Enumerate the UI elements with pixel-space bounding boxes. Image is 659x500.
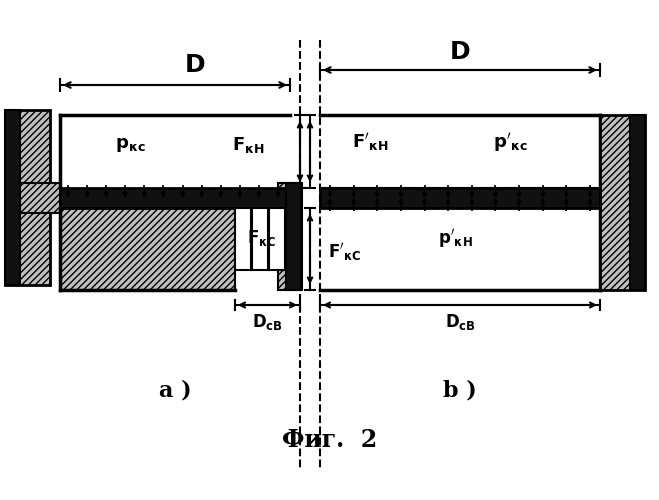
Text: a ): a )	[159, 379, 191, 401]
Text: $\mathbf{D}$: $\mathbf{D}$	[185, 53, 206, 77]
Bar	[286, 183, 301, 290]
Bar	[278, 183, 302, 290]
Text: b ): b )	[443, 379, 477, 401]
Text: $\mathbf{F'_{\kappa H}}$: $\mathbf{F'_{\kappa H}}$	[351, 131, 388, 153]
Text: $\mathbf{F_{\kappa C}}$: $\mathbf{F_{\kappa C}}$	[247, 228, 277, 248]
Bar	[235, 208, 251, 270]
Bar	[269, 208, 285, 270]
Text: $\mathbf{p_{\kappa c}}$: $\mathbf{p_{\kappa c}}$	[115, 136, 146, 154]
Text: Фиг.  2: Фиг. 2	[282, 428, 378, 452]
Text: $\mathbf{D_{cB}}$: $\mathbf{D_{cB}}$	[252, 312, 283, 332]
Text: $\mathbf{p'_{\kappa c}}$: $\mathbf{p'_{\kappa c}}$	[493, 130, 527, 154]
Bar	[60, 208, 235, 290]
Text: $\mathbf{D_{cB}}$: $\mathbf{D_{cB}}$	[445, 312, 476, 332]
Bar	[20, 183, 60, 213]
Bar	[320, 188, 600, 208]
Bar	[630, 115, 645, 290]
Text: $\mathbf{F_{\kappa H}}$: $\mathbf{F_{\kappa H}}$	[232, 135, 264, 155]
Bar	[5, 110, 20, 285]
Text: $\mathbf{p'_{\kappa H}}$: $\mathbf{p'_{\kappa H}}$	[438, 226, 473, 250]
Bar	[252, 208, 268, 270]
Text: $\mathbf{D}$: $\mathbf{D}$	[449, 40, 471, 64]
Bar	[5, 110, 50, 285]
Bar	[600, 115, 645, 290]
Text: $\mathbf{F'_{\kappa C}}$: $\mathbf{F'_{\kappa C}}$	[328, 241, 362, 263]
Bar	[60, 188, 290, 208]
